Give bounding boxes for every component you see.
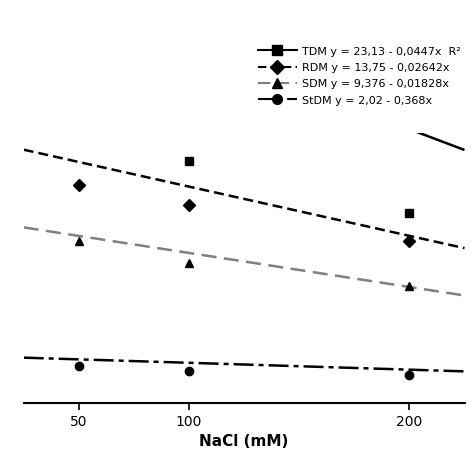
- Legend: TDM y = 23,13 - 0,0447x  R², RDM y = 13,75 - 0,02642x, SDM y = 9,376 - 0,01828x,: TDM y = 23,13 - 0,0447x R², RDM y = 13,7…: [256, 44, 464, 108]
- X-axis label: NaCl (mM): NaCl (mM): [200, 434, 289, 449]
